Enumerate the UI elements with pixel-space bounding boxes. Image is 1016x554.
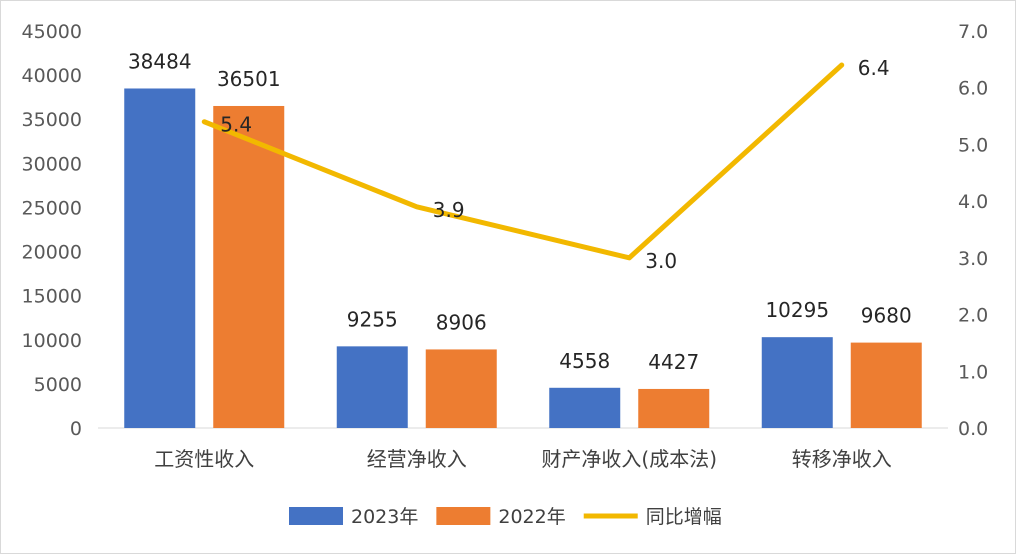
y-right-tick-label: 6.0 (958, 78, 988, 100)
y-left-tick-label: 15000 (22, 286, 82, 308)
legend-label: 2022年 (498, 506, 565, 528)
y-left-tick-label: 5000 (34, 374, 82, 396)
legend-swatch (289, 507, 343, 525)
bar-data-label: 9255 (347, 307, 398, 331)
legend-swatch (436, 507, 491, 525)
y-right-tick-label: 7.0 (958, 21, 988, 43)
category-tick-label: 工资性收入 (154, 447, 254, 471)
y-left-tick-label: 20000 (22, 242, 82, 264)
line-data-label: 6.4 (858, 56, 890, 80)
category-tick-label: 财产净收入(成本法) (541, 447, 717, 471)
bar-series-b (213, 105, 285, 428)
bar-data-label: 4427 (648, 350, 699, 374)
category-tick-label: 经营净收入 (367, 447, 467, 471)
line-data-label: 5.4 (220, 113, 252, 137)
y-right-tick-label: 5.0 (958, 134, 988, 156)
bar-data-label: 38484 (128, 49, 192, 73)
line-data-label: 3.0 (645, 249, 677, 273)
y-left-tick-label: 25000 (22, 197, 82, 219)
bar-data-label: 8906 (436, 310, 487, 334)
bar-data-label: 9680 (861, 304, 912, 328)
y-left-tick-label: 40000 (22, 65, 82, 87)
y-left-tick-label: 10000 (22, 330, 82, 352)
category-tick-label: 转移净收入 (792, 447, 892, 471)
bar-series-a (761, 337, 833, 428)
bar-data-label: 10295 (765, 298, 829, 322)
bar-series-a (549, 387, 621, 428)
y-left-tick-label: 35000 (22, 109, 82, 131)
bar-series-b (425, 349, 497, 428)
legend-label: 2023年 (351, 506, 418, 528)
line-data-label: 3.9 (433, 198, 465, 222)
bar-series-a (336, 346, 408, 428)
y-right-tick-label: 1.0 (958, 361, 988, 383)
bar-series-b (638, 388, 710, 428)
y-left-tick-label: 0 (70, 418, 82, 440)
bar-series-a (124, 88, 196, 429)
y-right-tick-label: 2.0 (958, 305, 988, 327)
bar-series-b (850, 342, 922, 428)
y-left-tick-label: 30000 (22, 153, 82, 175)
y-right-tick-label: 0.0 (958, 418, 988, 440)
legend-label: 同比增幅 (646, 506, 722, 528)
bar-data-label: 4558 (559, 349, 610, 373)
y-right-tick-label: 4.0 (958, 191, 988, 213)
bar-data-label: 36501 (217, 67, 281, 91)
growth-rate-line (201, 62, 845, 261)
y-left-tick-label: 45000 (22, 21, 82, 43)
y-right-tick-label: 3.0 (958, 248, 988, 270)
